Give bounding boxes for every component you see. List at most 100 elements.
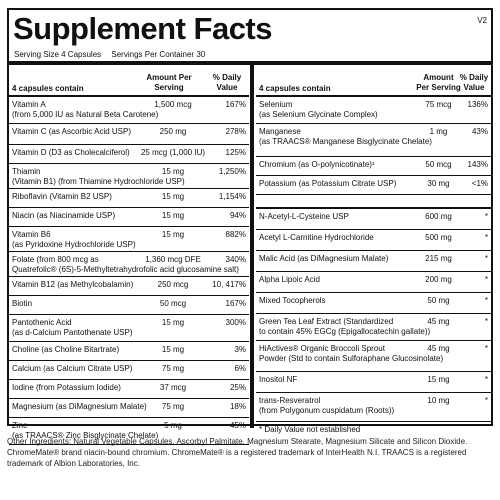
nutrient-amount: 15 mg: [137, 345, 209, 355]
nutrient-row: Manganese (as TRAACS® Manganese Bisglyci…: [256, 124, 491, 157]
nutrient-row: Mixed Tocopherols 50 mg *: [256, 293, 491, 314]
nutrient-daily-value: 18%: [230, 402, 246, 412]
header-amount: Amount Per Serving: [134, 73, 204, 93]
nutrient-row: Riboflavin (Vitamin B2 USP) 15 mg 1,154%: [9, 189, 249, 208]
nutrient-name: Pantothenic Acid (as d-Calcium Pantothen…: [12, 318, 133, 338]
right-column: 4 capsules contain Amount Per Serving % …: [256, 65, 491, 442]
other-ingredients: Other Ingredients: Natural Vegetable Cap…: [7, 436, 493, 469]
nutrient-daily-value: 143%: [468, 160, 488, 170]
serving-size: Serving Size 4 Capsules: [14, 50, 101, 59]
left-column-header: 4 capsules contain Amount Per Serving % …: [9, 65, 249, 97]
nutrient-daily-value: 278%: [226, 127, 246, 137]
nutrient-amount: 5 mg: [137, 421, 209, 431]
nutrient-row: Choline (as Choline Bitartrate) 15 mg 3%: [9, 342, 249, 361]
nutrient-name: Malic Acid (as DiMagnesium Malate): [259, 254, 388, 264]
nutrient-name: Riboflavin (Vitamin B2 USP): [12, 192, 112, 202]
nutrient-name: trans-Resveratrol (from Polygonum cuspid…: [259, 396, 394, 416]
left-nutrient-list: Vitamin A (from 5,000 IU as Natural Beta…: [9, 97, 249, 445]
nutrient-name: Acetyl L-Carnitine Hydrochloride: [259, 233, 374, 243]
nutrient-amount: 15 mg: [137, 318, 209, 328]
nutrient-daily-value: 340%: [226, 255, 246, 265]
nutrient-row: N-Acetyl-L-Cysteine USP 600 mg *: [256, 209, 491, 230]
nutrient-daily-value: 94%: [230, 211, 246, 221]
nutrient-daily-value: 167%: [226, 100, 246, 110]
header-daily-value: % Daily Value: [459, 73, 489, 93]
nutrient-row: Potassium (as Potassium Citrate USP) 30 m…: [256, 176, 491, 195]
nutrient-amount: 75 mg: [137, 402, 209, 412]
nutrient-amount: 10 mg: [411, 396, 466, 406]
version-label: V2: [477, 16, 487, 25]
nutrient-amount: 75 mcg: [411, 100, 466, 110]
nutrient-daily-value: *: [485, 396, 488, 406]
nutrient-amount: 15 mg: [137, 211, 209, 221]
nutrient-name: Choline (as Choline Bitartrate): [12, 345, 119, 355]
nutrient-daily-value: *: [485, 375, 488, 385]
nutrient-amount: 30 mg: [411, 179, 466, 189]
nutrient-daily-value: 300%: [226, 318, 246, 328]
nutrient-row: Chromium (as O-polynicotinate)¹ 50 mcg 143…: [256, 157, 491, 176]
nutrient-row: Iodine (from Potassium Iodide) 37 mcg 25%: [9, 380, 249, 399]
nutrient-amount: 15 mg: [411, 375, 466, 385]
nutrient-daily-value: *: [485, 275, 488, 285]
nutrient-name: Vitamin D (D3 as Cholecalciferol): [12, 148, 130, 158]
nutrient-amount: 25 mcg (1,000 IU): [137, 148, 209, 158]
nutrient-daily-value: 167%: [226, 299, 246, 309]
nutrient-amount: 75 mg: [137, 364, 209, 374]
right-nutrient-list: Selenium (as Selenium Glycinate Complex)…: [256, 97, 491, 422]
nutrient-daily-value: *: [485, 254, 488, 264]
nutrient-row: Selenium (as Selenium Glycinate Complex)…: [256, 97, 491, 124]
nutrient-daily-value: 882%: [226, 230, 246, 240]
header-daily-value: % Daily Value: [207, 73, 247, 93]
nutrient-name: Iodine (from Potassium Iodide): [12, 383, 121, 393]
nutrient-name: Vitamin B6 (as Pyridoxine Hydrochloride …: [12, 230, 136, 250]
nutrient-name: N-Acetyl-L-Cysteine USP: [259, 212, 349, 222]
nutrient-name: Calcium (as Calcium Citrate USP): [12, 364, 132, 374]
nutrient-row: Acetyl L-Carnitine Hydrochloride 500 mg *: [256, 230, 491, 251]
nutrient-amount: 250 mg: [137, 127, 209, 137]
left-column: 4 capsules contain Amount Per Serving % …: [9, 65, 249, 445]
nutrient-amount: 50 mg: [411, 296, 466, 306]
panel-title: Supplement Facts: [13, 12, 272, 46]
nutrient-name: Vitamin B12 (as Methylcobalamin): [12, 280, 133, 290]
nutrient-daily-value: 43%: [472, 127, 488, 137]
nutrient-name: Green Tea Leaf Extract (Standardized to …: [259, 317, 430, 337]
nutrient-amount: 15 mg: [137, 192, 209, 202]
nutrient-row: Biotin 50 mcg 167%: [9, 296, 249, 315]
footnote: * Daily Value not established: [259, 425, 360, 434]
nutrient-row: Vitamin A (from 5,000 IU as Natural Beta…: [9, 97, 249, 124]
nutrient-name: Selenium (as Selenium Glycinate Complex): [259, 100, 378, 120]
nutrient-amount: 1,500 mcg: [137, 100, 209, 110]
nutrient-daily-value: 1,250%: [219, 167, 246, 177]
header-name: 4 capsules contain: [259, 84, 331, 93]
nutrient-amount: 250 mcg: [137, 280, 209, 290]
nutrient-name: Potassium (as Potassium Citrate USP): [259, 179, 396, 189]
nutrient-amount: 215 mg: [411, 254, 466, 264]
nutrient-daily-value: <1%: [472, 179, 488, 189]
nutrient-daily-value: 25%: [230, 383, 246, 393]
nutrient-amount: 500 mg: [411, 233, 466, 243]
nutrient-amount: 37 mcg: [137, 383, 209, 393]
supplement-facts-panel: Supplement Facts V2 Serving Size 4 Capsu…: [7, 8, 493, 426]
nutrient-amount: 15 mg: [137, 167, 209, 177]
nutrient-row: HiActives® Organic Broccoli Sprout Powde…: [256, 341, 491, 372]
nutrient-daily-value: 125%: [226, 148, 246, 158]
nutrient-amount: 45 mg: [411, 317, 466, 327]
nutrient-name: Niacin (as Niacinamide USP): [12, 211, 115, 221]
nutrient-daily-value: 6%: [234, 364, 246, 374]
nutrient-row: Magnesium (as DiMagnesium Malate) 75 mg 18…: [9, 399, 249, 418]
nutrient-amount: 45 mg: [411, 344, 466, 354]
nutrient-amount: 600 mg: [411, 212, 466, 222]
nutrient-row: Green Tea Leaf Extract (Standardized to …: [256, 314, 491, 341]
nutrient-daily-value: 10, 417%: [212, 280, 246, 290]
nutrient-row: Niacin (as Niacinamide USP) 15 mg 94%: [9, 208, 249, 227]
nutrient-row: trans-Resveratrol (from Polygonum cuspid…: [256, 393, 491, 422]
nutrient-row: Vitamin B12 (as Methylcobalamin) 250 mcg 1…: [9, 277, 249, 296]
nutrient-row: Inositol NF 15 mg *: [256, 372, 491, 393]
nutrient-name: Alpha Lipoic Acid: [259, 275, 320, 285]
nutrient-daily-value: *: [485, 296, 488, 306]
nutrient-amount: 1,360 mcg DFE: [137, 255, 209, 265]
nutrient-daily-value: 45%: [230, 421, 246, 431]
header-amount: Amount Per Serving: [416, 73, 461, 93]
nutrient-daily-value: *: [485, 317, 488, 327]
right-column-header: 4 capsules contain Amount Per Serving % …: [256, 65, 491, 97]
